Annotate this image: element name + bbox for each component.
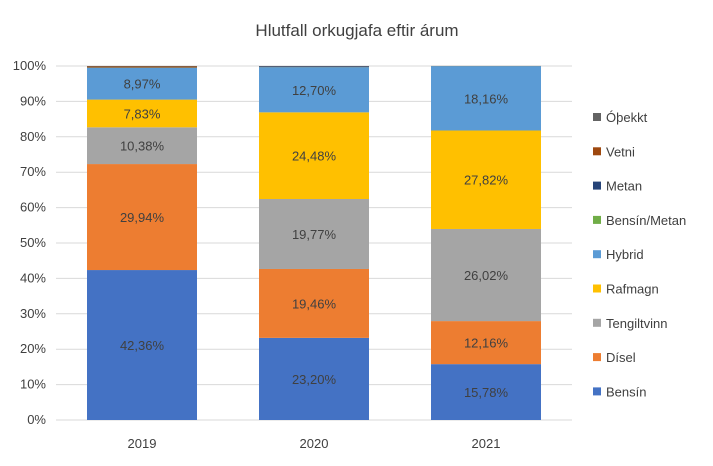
- legend-label: Dísel: [606, 350, 636, 365]
- y-tick-label: 20%: [20, 341, 46, 356]
- legend-item: Óþekkt: [593, 110, 648, 125]
- data-label: 18,16%: [464, 91, 509, 106]
- x-tick-label: 2020: [300, 436, 329, 451]
- bar-segment: [431, 66, 541, 131]
- bar-segment: [87, 127, 197, 165]
- legend-item: Tengiltvinn: [593, 316, 667, 331]
- bar-segment: [259, 268, 369, 338]
- data-label: 12,16%: [464, 336, 509, 351]
- bar-segment: [87, 99, 197, 128]
- bar-segment: [259, 67, 369, 113]
- legend-swatch: [593, 318, 601, 327]
- data-label: 10,38%: [120, 139, 165, 154]
- y-tick-label: 100%: [13, 58, 47, 73]
- y-tick-label: 0%: [27, 412, 46, 427]
- data-label: 24,48%: [292, 149, 337, 164]
- legend-label: Bensín/Metan: [606, 213, 686, 228]
- bar-segment: [259, 337, 369, 420]
- y-tick-label: 30%: [20, 306, 46, 321]
- chart-title: Hlutfall orkugjafa eftir árum: [255, 21, 458, 40]
- y-tick-label: 90%: [20, 93, 46, 108]
- y-tick-label: 80%: [20, 129, 46, 144]
- data-label: 27,82%: [464, 173, 509, 188]
- bar-segment: [87, 164, 197, 271]
- legend-swatch: [593, 387, 601, 396]
- legend-item: Rafmagn: [593, 282, 659, 297]
- legend-swatch: [593, 250, 601, 259]
- legend-label: Rafmagn: [606, 282, 659, 297]
- legend-swatch: [593, 181, 601, 190]
- legend-label: Hybrid: [606, 247, 644, 262]
- legend-swatch: [593, 113, 601, 121]
- data-label: 29,94%: [120, 210, 165, 225]
- legend-item: Metan: [593, 179, 642, 194]
- y-tick-label: 60%: [20, 200, 46, 215]
- y-tick-label: 70%: [20, 164, 46, 179]
- bars: 42,36% 29,94% 10,38% 7,83% 8,97% 23,20% 19,46%…: [87, 65, 541, 420]
- legend-label: Bensín: [606, 384, 646, 399]
- bar-segment: [87, 270, 197, 420]
- legend-item: Dísel: [593, 350, 636, 365]
- data-label: 12,70%: [292, 83, 337, 98]
- bar-segment: [87, 66, 197, 68]
- legend: Óþekkt Vetni Metan Bensín/Metan Hybrid Rafmag…: [593, 110, 686, 399]
- data-label: 42,36%: [120, 338, 165, 353]
- data-label: 8,97%: [124, 77, 161, 92]
- x-tick-label: 2021: [472, 436, 501, 451]
- legend-label: Óþekkt: [606, 110, 648, 125]
- legend-swatch: [593, 147, 601, 156]
- data-label: 19,46%: [292, 296, 337, 311]
- bar-segment: [431, 130, 541, 229]
- bar-segment: [431, 228, 541, 322]
- legend-swatch: [593, 353, 601, 362]
- y-tick-label: 40%: [20, 270, 46, 285]
- legend-swatch: [593, 215, 601, 224]
- y-tick-label: 50%: [20, 235, 46, 250]
- legend-label: Vetni: [606, 144, 635, 159]
- legend-item: Vetni: [593, 144, 635, 159]
- bar-segment: [259, 112, 369, 199]
- bar-segment: [431, 364, 541, 420]
- data-label: 15,78%: [464, 385, 509, 400]
- legend-item: Hybrid: [593, 247, 644, 262]
- legend-item: Bensín/Metan: [593, 213, 686, 228]
- bar-segment: [431, 321, 541, 365]
- data-label: 19,77%: [292, 227, 337, 242]
- data-label: 7,83%: [124, 106, 161, 121]
- bar-segment: [259, 66, 369, 68]
- data-label: 23,20%: [292, 372, 337, 387]
- y-tick-label: 10%: [20, 377, 46, 392]
- x-tick-label: 2019: [128, 436, 157, 451]
- y-axis: 0% 10% 20% 30% 40% 50% 60% 70% 80% 90% 100%: [13, 58, 47, 427]
- legend-swatch: [593, 284, 601, 293]
- data-label: 26,02%: [464, 268, 509, 283]
- legend-label: Metan: [606, 179, 642, 194]
- bar-segment: [87, 67, 197, 100]
- legend-item: Bensín: [593, 384, 646, 399]
- bar-segment: [259, 198, 369, 269]
- x-axis: 2019 2020 2021: [128, 436, 501, 451]
- legend-label: Tengiltvinn: [606, 316, 667, 331]
